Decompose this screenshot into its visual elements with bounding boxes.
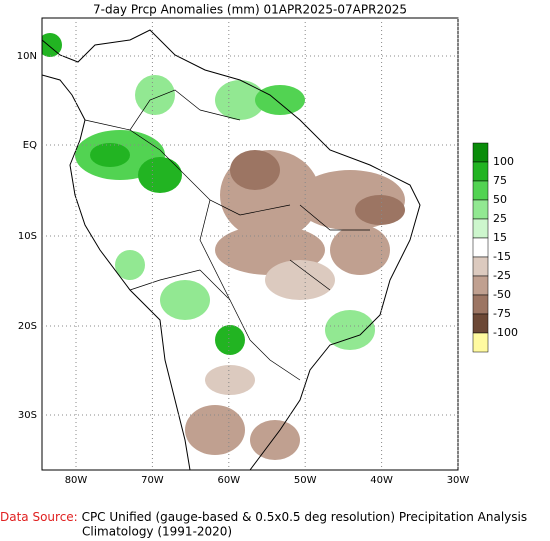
- legend-swatch: [472, 199, 489, 220]
- legend-swatch: [472, 237, 489, 258]
- lon-label: 30W: [447, 475, 470, 486]
- legend-label: -100: [493, 326, 518, 339]
- legend-label: -75: [493, 307, 511, 320]
- lon-label: 70W: [141, 475, 164, 486]
- legend-label: 50: [493, 193, 507, 206]
- lon-label: 60W: [217, 475, 240, 486]
- legend-swatch: [472, 180, 489, 201]
- lat-label: 20S: [18, 321, 37, 332]
- map-frame: [41, 17, 459, 471]
- coastline: [42, 29, 421, 470]
- source-label: Data Source:: [0, 510, 78, 524]
- legend-swatch: [472, 256, 489, 277]
- legend-label: 25: [493, 212, 507, 225]
- climatology-text: Climatology (1991-2020): [82, 525, 232, 539]
- source-text: Data Source: CPC Unified (gauge-based & …: [0, 510, 527, 524]
- legend-swatch: [472, 161, 489, 182]
- legend-swatch: [472, 332, 489, 353]
- legend-label: 100: [493, 155, 514, 168]
- legend-swatch: [472, 218, 489, 239]
- lat-label: EQ: [23, 140, 37, 151]
- legend-swatch: [472, 275, 489, 296]
- map-area: [42, 18, 458, 470]
- borders: [84, 89, 370, 381]
- legend-label: -15: [493, 250, 511, 263]
- legend-swatch: [472, 142, 489, 163]
- legend-swatch: [472, 313, 489, 334]
- lon-label: 40W: [370, 475, 393, 486]
- lat-label: 30S: [18, 410, 37, 421]
- map-title: 7-day Prcp Anomalies (mm) 01APR2025-07AP…: [93, 3, 407, 17]
- legend-label: 15: [493, 231, 507, 244]
- anomaly-shading: [42, 33, 405, 460]
- source-description: CPC Unified (gauge-based & 0.5x0.5 deg r…: [82, 510, 528, 524]
- lon-label: 80W: [65, 475, 88, 486]
- legend-label: -25: [493, 269, 511, 282]
- legend-label: 75: [493, 174, 507, 187]
- legend-label: -50: [493, 288, 511, 301]
- legend-swatch: [472, 294, 489, 315]
- lon-label: 50W: [294, 475, 317, 486]
- lat-label: 10N: [17, 51, 37, 62]
- lat-label: 10S: [18, 231, 37, 242]
